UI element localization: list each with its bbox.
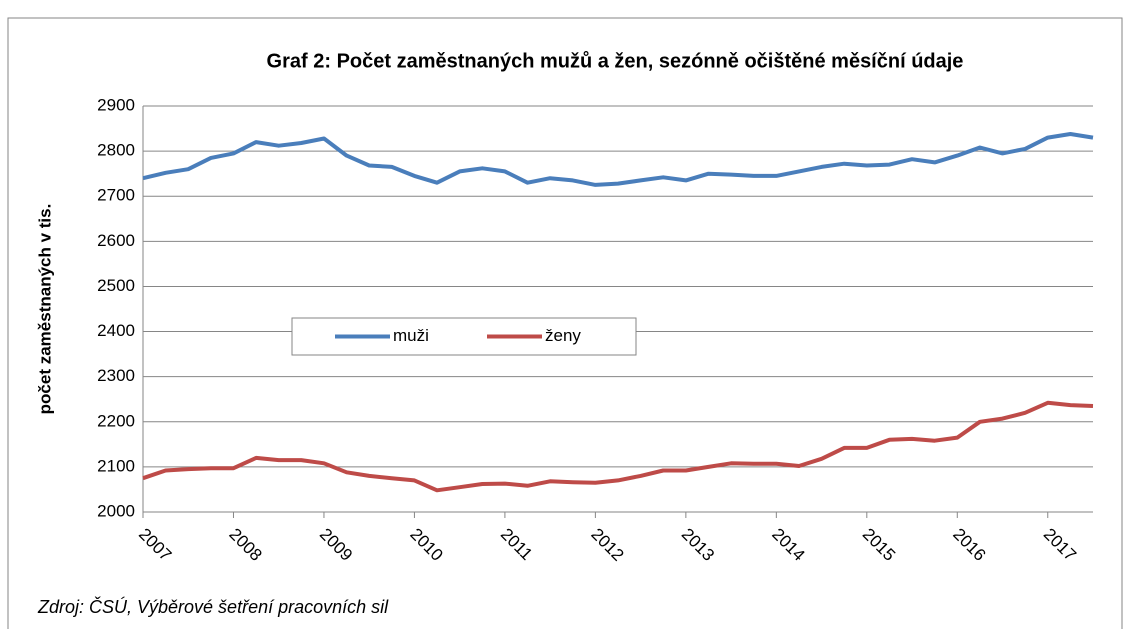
chart-title: Graf 2: Počet zaměstnaných mužů a žen, s… [267, 50, 964, 72]
source-note: Zdroj: ČSÚ, Výběrové šetření pracovních … [37, 596, 389, 617]
y-tick-label: 2700 [97, 186, 135, 205]
y-axis-label: počet zaměstnaných v tis. [35, 204, 54, 415]
legend-label: ženy [545, 326, 581, 345]
y-tick-label: 2100 [97, 456, 135, 475]
y-tick-label: 2400 [97, 321, 135, 340]
y-tick-label: 2300 [97, 366, 135, 385]
series-line [142, 400, 1094, 493]
y-tick-label: 2200 [97, 411, 135, 430]
chart-frame [7, 17, 1123, 629]
series-line [142, 132, 1094, 187]
y-tick-label: 2600 [97, 231, 135, 250]
legend-label: muži [393, 326, 429, 345]
y-tick-label: 2500 [97, 276, 135, 295]
y-tick-label: 2800 [97, 141, 135, 160]
y-tick-label: 2900 [97, 95, 135, 114]
y-tick-label: 2000 [97, 501, 135, 520]
